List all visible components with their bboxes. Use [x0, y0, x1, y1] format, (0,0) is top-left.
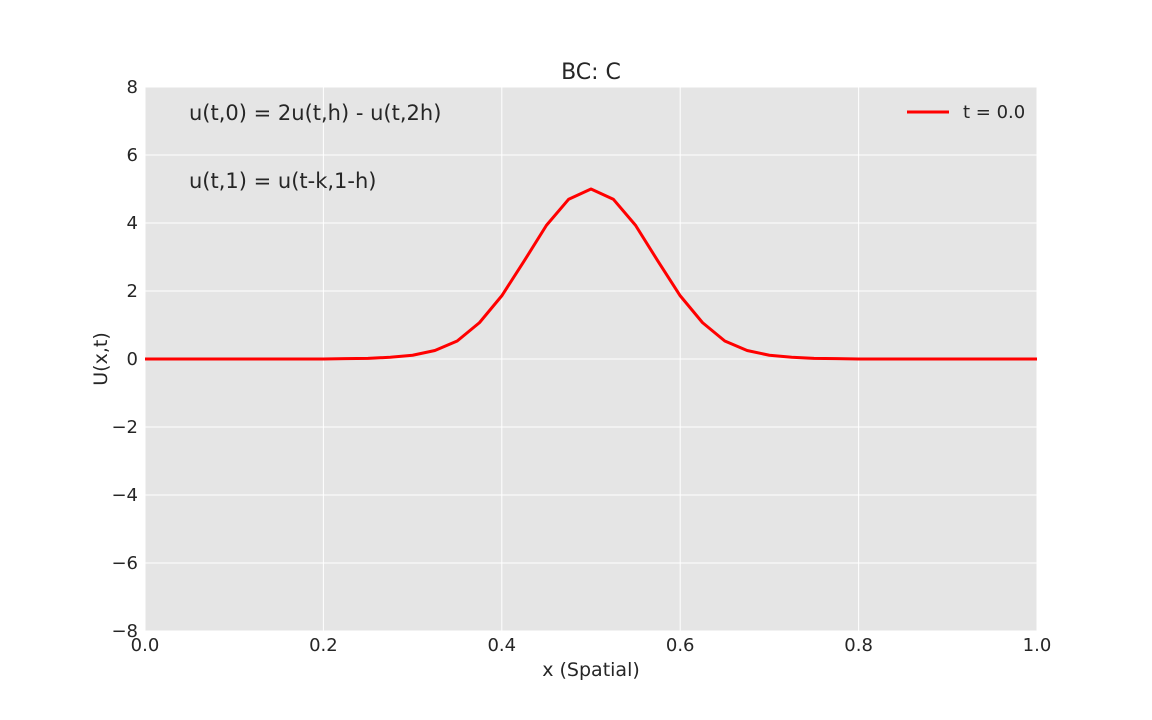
annotation-left-boundary: u(t,0) = 2u(t,h) - u(t,2h)	[189, 101, 441, 125]
legend-label: t = 0.0	[963, 102, 1025, 123]
y-tick-label: −8	[111, 621, 138, 642]
legend: t = 0.0	[907, 102, 1025, 123]
y-tick-label: −4	[111, 485, 138, 506]
x-tick-label: 1.0	[1023, 635, 1052, 656]
y-axis-label: U(x,t)	[90, 332, 112, 385]
y-tick-label: −6	[111, 553, 138, 574]
x-tick-label: 0.2	[309, 635, 338, 656]
x-tick-label: 0.0	[131, 635, 160, 656]
x-axis-label: x (Spatial)	[542, 659, 640, 681]
y-tick-label: 2	[127, 281, 138, 302]
y-tick-label: −2	[111, 417, 138, 438]
x-tick-label: 0.6	[666, 635, 695, 656]
chart-title: BC: C	[561, 60, 621, 85]
y-tick-label: 4	[127, 213, 138, 234]
x-tick-label: 0.4	[487, 635, 516, 656]
series-layer	[145, 187, 1037, 361]
x-tick-label: 0.8	[844, 635, 873, 656]
y-tick-label: 0	[127, 349, 138, 370]
tick-labels: 0.0 0.2 0.4 0.6 0.8 1.0 −8 −6 −4 −2 0 2 4 6 8	[111, 77, 1051, 656]
y-tick-label: 8	[127, 77, 138, 98]
series-line	[145, 187, 1037, 361]
y-tick-label: 6	[127, 145, 138, 166]
annotation-right-boundary: u(t,1) = u(t-k,1-h)	[189, 169, 377, 193]
